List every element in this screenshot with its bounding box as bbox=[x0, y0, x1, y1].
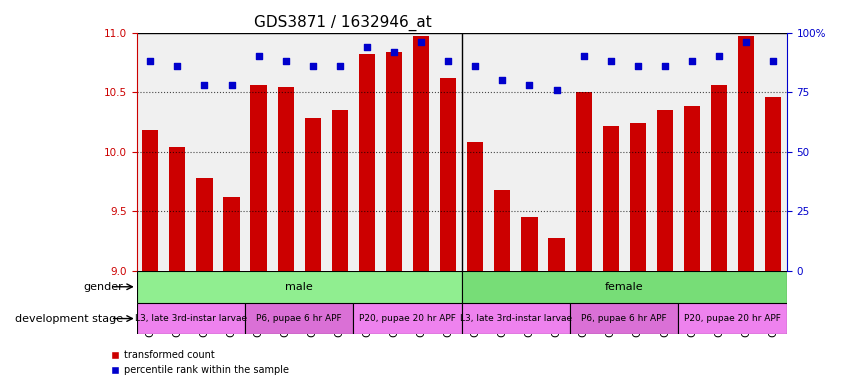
Text: development stage: development stage bbox=[15, 314, 123, 324]
Point bbox=[550, 87, 563, 93]
Bar bbox=[251, 85, 267, 271]
FancyBboxPatch shape bbox=[245, 303, 353, 334]
Bar bbox=[224, 197, 240, 271]
Point bbox=[523, 82, 537, 88]
Text: male: male bbox=[285, 282, 313, 292]
Bar bbox=[413, 36, 429, 271]
Point bbox=[306, 63, 320, 69]
Bar bbox=[278, 88, 294, 271]
FancyBboxPatch shape bbox=[137, 303, 245, 334]
Bar bbox=[304, 118, 321, 271]
Point bbox=[685, 58, 699, 64]
Bar bbox=[169, 147, 186, 271]
Text: female: female bbox=[605, 282, 643, 292]
Point bbox=[251, 53, 265, 60]
Point bbox=[388, 48, 401, 55]
Text: P6, pupae 6 hr APF: P6, pupae 6 hr APF bbox=[257, 314, 342, 323]
Bar bbox=[603, 126, 619, 271]
Bar bbox=[630, 123, 646, 271]
Text: L3, late 3rd-instar larvae: L3, late 3rd-instar larvae bbox=[135, 314, 247, 323]
Bar bbox=[386, 51, 402, 271]
Point bbox=[198, 82, 211, 88]
Point bbox=[225, 82, 238, 88]
Point bbox=[279, 58, 293, 64]
Bar bbox=[495, 190, 510, 271]
Point bbox=[712, 53, 726, 60]
Text: P20, pupae 20 hr APF: P20, pupae 20 hr APF bbox=[359, 314, 456, 323]
FancyBboxPatch shape bbox=[462, 271, 787, 303]
Bar bbox=[548, 238, 564, 271]
Point bbox=[659, 63, 672, 69]
Point bbox=[171, 63, 184, 69]
Bar bbox=[359, 54, 375, 271]
Bar bbox=[440, 78, 457, 271]
Bar bbox=[196, 178, 213, 271]
Bar bbox=[467, 142, 484, 271]
Point bbox=[442, 58, 455, 64]
Text: GDS3871 / 1632946_at: GDS3871 / 1632946_at bbox=[254, 15, 431, 31]
Text: gender: gender bbox=[83, 282, 123, 292]
Point bbox=[604, 58, 617, 64]
Text: P6, pupae 6 hr APF: P6, pupae 6 hr APF bbox=[581, 314, 667, 323]
Legend: transformed count, percentile rank within the sample: transformed count, percentile rank withi… bbox=[106, 346, 294, 379]
Point bbox=[468, 63, 482, 69]
Bar bbox=[331, 110, 348, 271]
Bar bbox=[657, 110, 673, 271]
Bar bbox=[738, 36, 754, 271]
Text: P20, pupae 20 hr APF: P20, pupae 20 hr APF bbox=[685, 314, 781, 323]
Point bbox=[766, 58, 780, 64]
Bar bbox=[521, 217, 537, 271]
Bar bbox=[142, 130, 158, 271]
Bar bbox=[765, 97, 781, 271]
FancyBboxPatch shape bbox=[462, 303, 570, 334]
Point bbox=[495, 77, 509, 83]
Point bbox=[144, 58, 157, 64]
FancyBboxPatch shape bbox=[570, 303, 679, 334]
Point bbox=[631, 63, 644, 69]
Bar bbox=[684, 106, 700, 271]
Bar bbox=[711, 85, 727, 271]
Point bbox=[739, 39, 753, 45]
Point bbox=[577, 53, 590, 60]
Text: L3, late 3rd-instar larvae: L3, late 3rd-instar larvae bbox=[460, 314, 572, 323]
Bar bbox=[575, 92, 592, 271]
FancyBboxPatch shape bbox=[679, 303, 787, 334]
Point bbox=[415, 39, 428, 45]
FancyBboxPatch shape bbox=[137, 271, 462, 303]
FancyBboxPatch shape bbox=[353, 303, 462, 334]
Point bbox=[360, 44, 373, 50]
Point bbox=[333, 63, 346, 69]
